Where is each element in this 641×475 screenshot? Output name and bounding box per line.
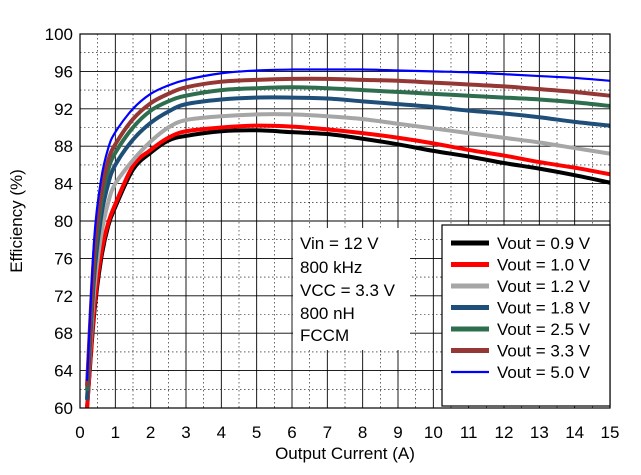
legend-label-vout-1-2-v: Vout = 1.2 V: [497, 277, 591, 296]
x-tick-label: 7: [323, 423, 332, 442]
y-tick-label: 72: [54, 287, 73, 306]
x-axis-title: Output Current (A): [275, 444, 415, 463]
y-tick-label: 92: [54, 100, 73, 119]
series-line-vout-3-3-v: [85, 76, 610, 387]
series-line-vout-1-8-v: [85, 95, 610, 401]
x-tick-label: 0: [75, 423, 84, 442]
legend-label-vout-2-5-v: Vout = 2.5 V: [497, 320, 591, 339]
y-tick-label: 68: [54, 324, 73, 343]
series-line-vout-1-2-v: [85, 112, 610, 401]
x-tick-label: 6: [287, 423, 296, 442]
series-line-vout-1-0-v: [85, 123, 610, 408]
annotation-mode: FCCM: [300, 326, 349, 345]
y-tick-label: 60: [54, 399, 73, 418]
x-tick-label: 8: [358, 423, 367, 442]
legend-label-vout-1-0-v: Vout = 1.0 V: [497, 256, 591, 275]
x-tick-label: 11: [460, 423, 478, 442]
x-tick-label: 13: [530, 423, 549, 442]
series-line-vout-5-0-v: [85, 68, 610, 382]
plot-frame: [79, 33, 611, 409]
legend-label-vout-5-0-v: Vout = 5.0 V: [497, 363, 591, 382]
y-tick-label: 100: [45, 25, 73, 44]
legend-box: [441, 224, 611, 407]
x-tick-label: 9: [393, 423, 402, 442]
legend-label-vout-0-9-v: Vout = 0.9 V: [497, 234, 591, 253]
annotation-frequency: 800 kHz: [300, 258, 362, 277]
y-axis-title: Efficiency (%): [7, 169, 26, 273]
x-tick-label: 14: [565, 423, 584, 442]
x-tick-label: 12: [495, 423, 514, 442]
legend-label-vout-1-8-v: Vout = 1.8 V: [497, 299, 591, 318]
annotation-vcc: VCC = 3.3 V: [300, 281, 396, 300]
tick-labels: 0 1 2 3 4 5 6 7 8 9 10 11 12 13 14 15606468727680848892…: [45, 25, 620, 442]
y-tick-label: 76: [54, 249, 73, 268]
annotation-inductance: 800 nH: [300, 304, 355, 323]
x-tick-label: 1: [111, 423, 120, 442]
y-tick-label: 64: [54, 362, 73, 381]
x-tick-label: 10: [424, 423, 443, 442]
y-tick-label: 96: [54, 62, 73, 81]
annotation-background: [293, 228, 410, 350]
legend-label-vout-3-3-v: Vout = 3.3 V: [497, 342, 591, 361]
plot-area: [85, 68, 610, 408]
legend: Vout = 0.9 V Vout = 1.0 V Vout = 1.2 V Vout…: [441, 224, 611, 407]
y-tick-label: 80: [54, 212, 73, 231]
y-tick-label: 84: [54, 175, 73, 194]
x-tick-label: 4: [217, 423, 226, 442]
annotation-box: Vin = 12 V 800 kHz VCC = 3.3 V 800 nH FC…: [293, 228, 410, 350]
x-tick-label: 2: [146, 423, 155, 442]
x-tick-label: 15: [601, 423, 620, 442]
y-tick-label: 88: [54, 137, 73, 156]
annotation-vin: Vin = 12 V: [300, 234, 379, 253]
series-line-vout-2-5-v: [85, 85, 610, 392]
x-tick-label: 3: [181, 423, 190, 442]
x-tick-label: 5: [252, 423, 261, 442]
